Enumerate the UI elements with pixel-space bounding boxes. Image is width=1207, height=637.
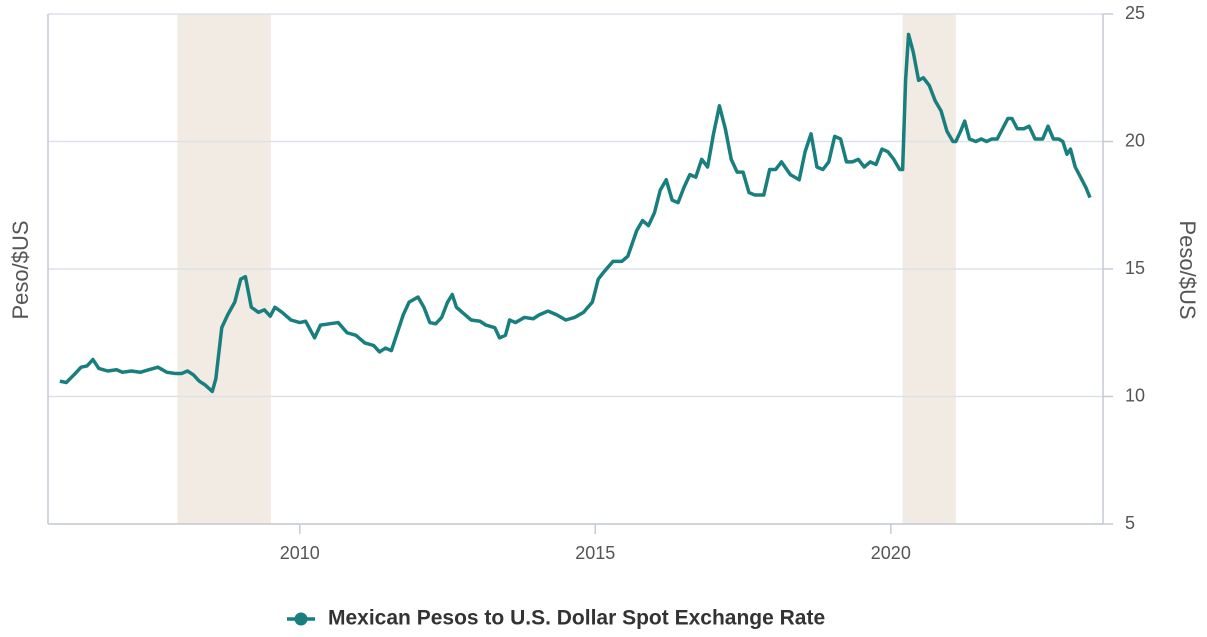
y-tick-label: 5	[1125, 513, 1135, 533]
legend-label: Mexican Pesos to U.S. Dollar Spot Exchan…	[328, 607, 825, 630]
y-tick-label: 25	[1125, 3, 1145, 23]
x-tick-label: 2010	[280, 543, 320, 563]
x-tick-label: 2020	[871, 543, 911, 563]
y2-axis-label: Peso/$US	[1175, 220, 1200, 319]
legend-marker	[294, 612, 308, 626]
x-tick-label: 2015	[575, 543, 615, 563]
y-tick-label: 20	[1125, 130, 1145, 150]
y-tick-label: 15	[1125, 258, 1145, 278]
series-line	[59, 32, 1092, 394]
y-tick-label: 10	[1125, 385, 1145, 405]
y-axis-label: Peso/$US	[8, 220, 33, 319]
